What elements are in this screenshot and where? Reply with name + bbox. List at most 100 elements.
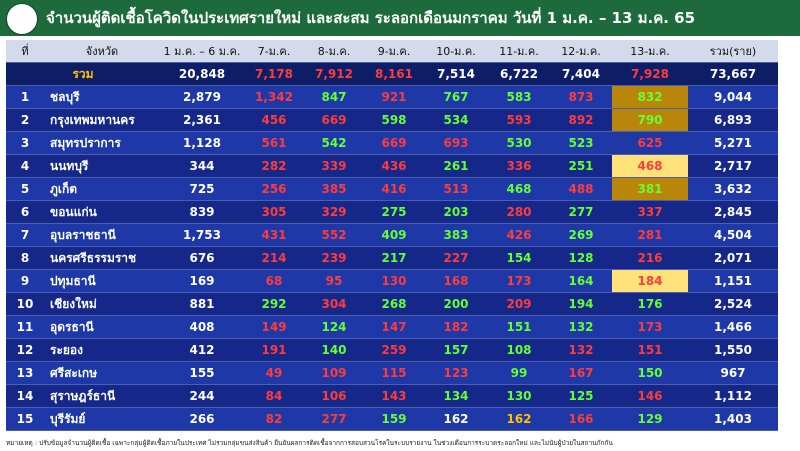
header-row: ที่ จังหวัด 1 ม.ค. – 6 ม.ค. 7-ม.ค. 8-ม.ค. 9-ม… [6, 40, 778, 63]
cell: 7 [6, 223, 44, 247]
total-label: รวม [6, 62, 160, 86]
province: อุบลราชธานี [44, 223, 160, 247]
cell: 725 [160, 177, 244, 201]
cell: 2,361 [160, 108, 244, 132]
cell: 162 [424, 407, 488, 431]
cell: 166 [550, 407, 612, 431]
province: ปทุมธานี [44, 269, 160, 293]
cell: 468 [488, 177, 550, 201]
column-header: 7-ม.ค. [244, 40, 304, 63]
cell: 281 [612, 223, 688, 247]
cell: 227 [424, 246, 488, 270]
logo [6, 3, 38, 35]
footnote: หมายเหตุ : ปรับข้อมูลจำนวนผู้ติดเชื้อ เฉ… [6, 439, 613, 447]
cell: 95 [304, 269, 364, 293]
cell: 329 [304, 200, 364, 224]
cell: 173 [612, 315, 688, 339]
cell: 191 [244, 338, 304, 362]
cell: 159 [364, 407, 424, 431]
cell: 967 [688, 361, 778, 385]
table-row: 1 ชลบุรี 2,879 1,342 847 921 767 583 873 832 9,044 [6, 85, 778, 109]
cell: 881 [160, 292, 244, 316]
cell: 130 [364, 269, 424, 293]
province: ขอนแก่น [44, 200, 160, 224]
cell: 68 [244, 269, 304, 293]
cell: 593 [488, 108, 550, 132]
cell: 292 [244, 292, 304, 316]
cell: 239 [304, 246, 364, 270]
table-row: 5 ภูเก็ต 725 256 385 416 513 468 488 381 3,632 [6, 177, 778, 201]
cell: 676 [160, 246, 244, 270]
cell: 123 [424, 361, 488, 385]
cell: 82 [244, 407, 304, 431]
cell: 1,112 [688, 384, 778, 408]
cell: 523 [550, 131, 612, 155]
cell: 217 [364, 246, 424, 270]
cell: 157 [424, 338, 488, 362]
cell: 268 [364, 292, 424, 316]
cell: 99 [488, 361, 550, 385]
cell: 194 [550, 292, 612, 316]
cell: 542 [304, 131, 364, 155]
cell: 169 [160, 269, 244, 293]
total-row: รวม 20,848 7,178 7,912 8,161 7,514 6,722 7,404 7… [6, 62, 778, 86]
cell: 408 [160, 315, 244, 339]
cell: 164 [550, 269, 612, 293]
column-header: รวม(ราย) [688, 40, 778, 63]
cell: 134 [424, 384, 488, 408]
cell: 277 [304, 407, 364, 431]
province: นครศรีธรรมราช [44, 246, 160, 270]
cell: 767 [424, 85, 488, 109]
column-header: 13-ม.ค. [612, 40, 688, 63]
table-row: 2 กรุงเทพมหานคร 2,361 456 669 598 534 593 892 790… [6, 108, 778, 132]
title-bar: จำนวนผู้ติดเชื้อโควิดในประเทศรายใหม่ และ… [0, 0, 800, 36]
province: อุดรธานี [44, 315, 160, 339]
column-header: 11-ม.ค. [488, 40, 550, 63]
title: จำนวนผู้ติดเชื้อโควิดในประเทศรายใหม่ และ… [46, 9, 696, 27]
cell: 409 [364, 223, 424, 247]
cell: 269 [550, 223, 612, 247]
cell: 583 [488, 85, 550, 109]
cell: 336 [488, 154, 550, 178]
cell: 416 [364, 177, 424, 201]
cell: 244 [160, 384, 244, 408]
cell: 552 [304, 223, 364, 247]
cell: 203 [424, 200, 488, 224]
cell: 256 [244, 177, 304, 201]
cell: 693 [424, 131, 488, 155]
cell: 143 [364, 384, 424, 408]
cell: 216 [612, 246, 688, 270]
cell: 383 [424, 223, 488, 247]
cell: 561 [244, 131, 304, 155]
cell: 339 [304, 154, 364, 178]
province: ศรีสะเกษ [44, 361, 160, 385]
table-row: 12 ระยอง 412 191 140 259 157 108 132 151 1,550 [6, 338, 778, 362]
table-row: 7 อุบลราชธานี 1,753 431 552 409 383 426 269 281 4,… [6, 223, 778, 247]
province: ชลบุรี [44, 85, 160, 109]
cell: 261 [424, 154, 488, 178]
cell: 2 [6, 108, 44, 132]
cell: 3 [6, 131, 44, 155]
cell: 275 [364, 200, 424, 224]
column-header: 8-ม.ค. [304, 40, 364, 63]
cell: 182 [424, 315, 488, 339]
cell: 176 [612, 292, 688, 316]
cell: 1,128 [160, 131, 244, 155]
total-cell: 7,912 [304, 62, 364, 86]
cell: 513 [424, 177, 488, 201]
cell: 839 [160, 200, 244, 224]
cell: 14 [6, 384, 44, 408]
table-row: 9 ปทุมธานี 169 68 95 130 168 173 164 184 1,151 [6, 269, 778, 293]
cell: 155 [160, 361, 244, 385]
cell: 305 [244, 200, 304, 224]
cell: 259 [364, 338, 424, 362]
cell: 147 [364, 315, 424, 339]
cell: 149 [244, 315, 304, 339]
cell: 1,403 [688, 407, 778, 431]
cell: 13 [6, 361, 44, 385]
cell: 625 [612, 131, 688, 155]
cell: 132 [550, 338, 612, 362]
cell: 488 [550, 177, 612, 201]
province: กรุงเทพมหานคร [44, 108, 160, 132]
